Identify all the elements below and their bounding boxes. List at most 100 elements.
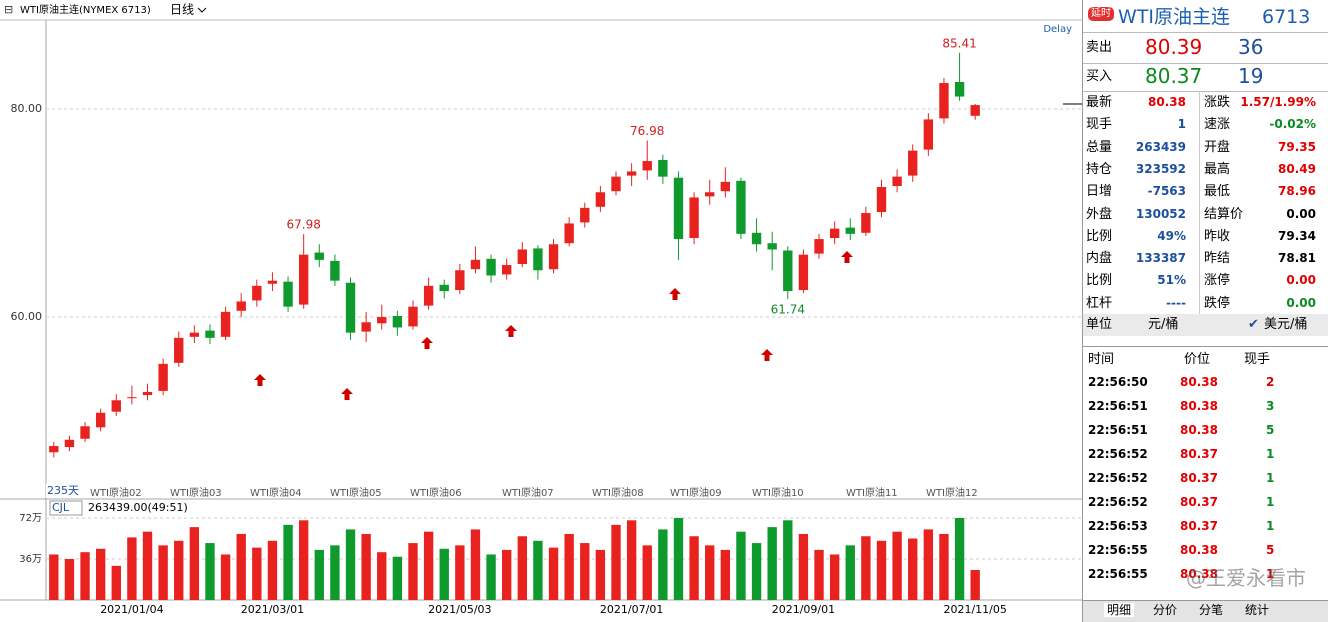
contract-label: WTI原油07 — [502, 486, 554, 499]
y-tick-label: 72万 — [19, 513, 42, 524]
stat-value: 130052 — [1135, 206, 1186, 221]
candle-body — [158, 363, 168, 391]
book-price: 80.39 — [1145, 35, 1203, 59]
trade-price: 80.37 — [1180, 519, 1218, 533]
candle-body — [548, 244, 559, 270]
trades-header: 价位 — [1184, 352, 1211, 367]
stat-label: 内盘 — [1086, 251, 1113, 267]
candle-body — [345, 282, 356, 333]
stat-value: -0.02% — [1269, 117, 1316, 132]
trade-price: 80.38 — [1180, 423, 1218, 437]
candle-body — [626, 171, 637, 176]
candle-body — [127, 397, 137, 399]
candle-body — [829, 228, 840, 239]
period[interactable]: 日线 — [170, 3, 194, 17]
tab[interactable]: 分价 — [1153, 603, 1178, 617]
candle-body — [236, 301, 246, 311]
unit-option[interactable]: 元/桶 — [1148, 317, 1179, 332]
tab[interactable]: 分笔 — [1199, 603, 1224, 617]
up-arrow — [761, 349, 773, 361]
stat-value: ---- — [1166, 295, 1186, 310]
chart: ⊟ WTI原油主连(NYMEX 6713) 日线 Delay 235天 CJL … — [0, 0, 1082, 622]
delay-note: Delay — [1043, 24, 1072, 35]
candle-body — [595, 192, 606, 207]
volume-bar — [298, 520, 309, 600]
stat-label: 结算价 — [1204, 206, 1244, 222]
volume-bar — [845, 545, 855, 600]
volume-bar — [751, 543, 762, 600]
watermark: @王爱永看市 — [1186, 566, 1306, 590]
stat-value: 263439 — [1135, 139, 1186, 154]
unit-option[interactable]: 美元/桶 — [1264, 317, 1308, 332]
stat-label: 涨跌 — [1204, 95, 1231, 110]
book-volume: 19 — [1238, 64, 1264, 88]
stat-value: 78.81 — [1278, 251, 1316, 266]
candle-body — [783, 250, 793, 292]
candle-body — [767, 243, 777, 250]
x-tick-label: 2021/01/04 — [100, 603, 163, 616]
contract-label: WTI原油12 — [926, 486, 978, 499]
stat-label: 比例 — [1086, 228, 1113, 244]
stat-value: 79.35 — [1278, 139, 1316, 154]
stat-value: 0.00 — [1286, 295, 1316, 310]
instrument-name: WTI原油主连 — [1118, 6, 1230, 28]
volume-bar — [486, 554, 496, 600]
candle-body — [642, 161, 652, 171]
contract-label: WTI原油05 — [330, 486, 382, 499]
contract-label: WTI原油04 — [250, 486, 302, 499]
up-arrow — [254, 374, 266, 386]
stat-label: 昨结 — [1204, 251, 1231, 267]
stat-label: 跌停 — [1204, 295, 1231, 311]
contract-label: WTI原油11 — [846, 486, 898, 499]
unit-bg — [1083, 314, 1328, 336]
chart-bg — [0, 0, 1082, 622]
candle-body — [392, 316, 403, 328]
tab[interactable]: 明细 — [1104, 603, 1135, 617]
volume-bar — [80, 552, 90, 600]
x-tick-label: 2021/03/01 — [241, 603, 304, 616]
contract-label: WTI原油03 — [170, 486, 222, 499]
candle-body — [439, 284, 449, 292]
row-rule — [1083, 63, 1328, 64]
book-label: 买入 — [1086, 69, 1113, 84]
volume-bar — [236, 533, 246, 600]
trades-header: 现手 — [1244, 352, 1271, 367]
contract-label: WTI原油06 — [410, 486, 462, 499]
tab[interactable]: 统计 — [1245, 603, 1270, 617]
volume-bar — [423, 531, 434, 600]
candle-body — [970, 105, 980, 116]
stat-value: 80.38 — [1148, 95, 1186, 109]
stat-label: 比例 — [1086, 273, 1113, 289]
x-tick-label: 2021/11/05 — [943, 603, 1006, 616]
candle-body — [470, 259, 481, 270]
candle-body — [517, 249, 527, 265]
check-icon[interactable]: ✔ — [1248, 317, 1259, 332]
candle-body — [673, 177, 684, 240]
dropdown-icon[interactable] — [197, 7, 207, 13]
stat-label: 日增 — [1086, 184, 1113, 200]
candle-body — [189, 332, 200, 337]
indicator-box[interactable] — [49, 500, 83, 516]
indicator-name[interactable]: CJL — [52, 501, 70, 514]
volume-bar — [392, 556, 403, 600]
volume-bar — [814, 549, 824, 600]
candle-body — [939, 83, 949, 119]
volume-bar — [345, 529, 356, 600]
volume-bar — [252, 547, 262, 600]
trade-qty: 3 — [1266, 399, 1275, 413]
candle-body — [283, 281, 293, 307]
trade-qty: 5 — [1266, 423, 1275, 437]
volume-bar — [220, 554, 231, 600]
trade-qty: 1 — [1266, 567, 1275, 581]
candle-body — [580, 207, 590, 223]
volume-bar — [174, 540, 184, 600]
candle-body — [298, 254, 309, 305]
volume-bar — [330, 545, 340, 600]
up-arrow — [669, 288, 681, 300]
candle-body — [408, 306, 418, 327]
candle-body — [111, 400, 121, 412]
candle-body — [361, 322, 371, 332]
trade-qty: 1 — [1266, 471, 1275, 485]
volume-bar — [283, 524, 293, 600]
trade-price: 80.38 — [1180, 375, 1218, 389]
